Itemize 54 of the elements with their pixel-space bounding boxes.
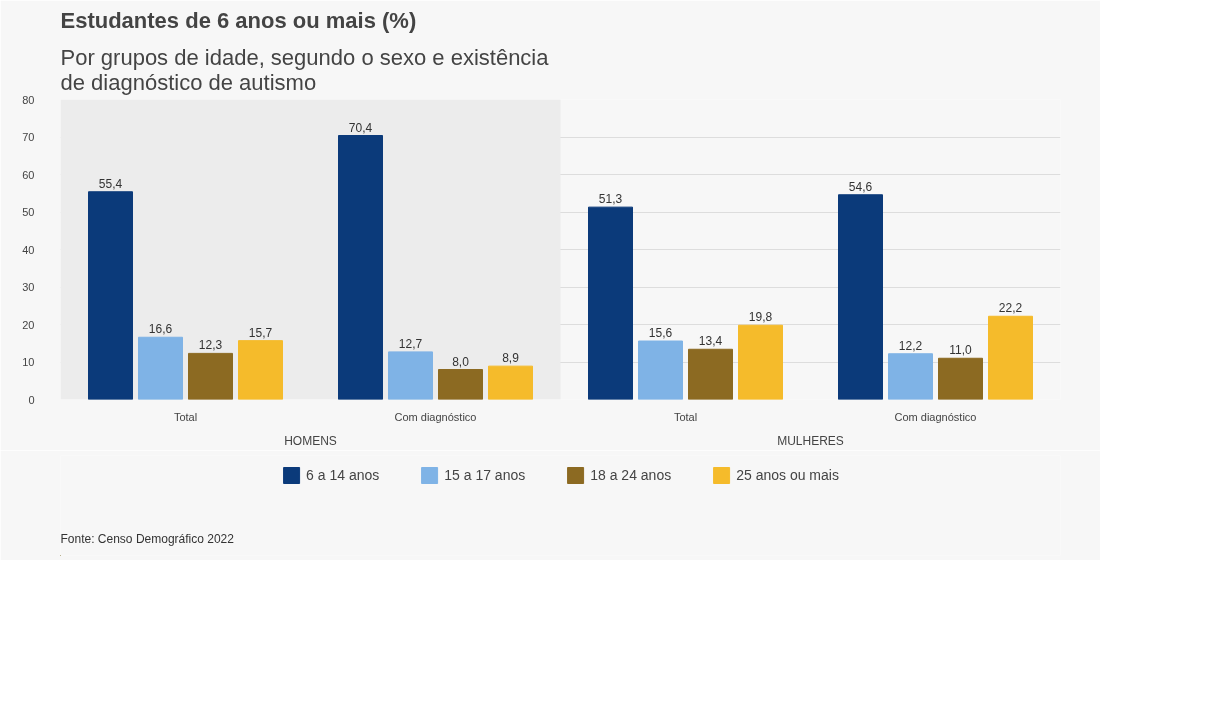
y-tick-label: 0 [28, 393, 35, 406]
x-tick-label: Com diagnóstico [894, 410, 977, 423]
data-label: 11,0 [949, 343, 973, 358]
bar [588, 206, 633, 400]
legend-label: 6 a 14 anos [306, 467, 380, 483]
bar [138, 336, 183, 400]
y-tick-label: 20 [22, 318, 35, 331]
data-label: 12,7 [398, 336, 423, 351]
legend-label: 25 anos ou mais [736, 467, 839, 483]
x-tick-label: Total [673, 410, 698, 423]
data-label: 70,4 [348, 120, 373, 135]
bar [88, 191, 133, 400]
y-tick-label: 50 [22, 206, 35, 218]
data-label: 54,6 [848, 179, 873, 194]
legend-label: 15 a 17 anos [444, 467, 526, 483]
data-label: 8,9 [502, 351, 520, 366]
x-tick-label: Total [173, 410, 198, 423]
bar [238, 340, 283, 400]
y-tick-label: 10 [22, 356, 35, 368]
data-label: 22,2 [998, 301, 1023, 316]
data-label: 12,3 [198, 338, 223, 353]
band-label: HOMENS [284, 433, 337, 448]
chart-title: Estudantes de 6 anos ou mais (%) [60, 7, 417, 33]
y-tick-label: 60 [22, 168, 35, 181]
bar [838, 194, 883, 400]
data-label: 16,6 [148, 322, 173, 337]
bar [938, 357, 983, 400]
bar [738, 324, 783, 400]
data-label: 12,2 [898, 338, 923, 353]
bar [338, 135, 383, 400]
bar [638, 340, 683, 400]
bar [888, 353, 933, 400]
data-label: 8,0 [452, 354, 470, 369]
bar [488, 365, 533, 400]
bar [438, 369, 483, 400]
text: MULHERES [777, 433, 844, 448]
data-label: 51,3 [598, 192, 623, 207]
source-note: Fonte: Censo Demográfico 2022 [60, 531, 235, 546]
data-label: 15,7 [248, 325, 273, 340]
y-tick-label: 70 [22, 131, 35, 143]
data-label: 13,4 [698, 334, 723, 349]
y-tick-label: 80 [22, 93, 35, 106]
bar [688, 348, 733, 400]
x-tick-label: Com diagnóstico [394, 410, 477, 423]
y-tick-label: 40 [22, 243, 35, 256]
bar [388, 351, 433, 400]
bar [988, 315, 1033, 400]
data-label: 15,6 [648, 326, 673, 340]
legend-label: 18 a 24 anos [590, 467, 672, 483]
chart-subtitle: Por grupos de idade, segundo o sexo e existência de diagnóstico de autismo [60, 44, 550, 95]
data-label: 55,4 [98, 176, 123, 191]
data-label: 19,8 [748, 310, 773, 325]
y-tick-label: 30 [22, 281, 35, 293]
bar [188, 352, 233, 400]
